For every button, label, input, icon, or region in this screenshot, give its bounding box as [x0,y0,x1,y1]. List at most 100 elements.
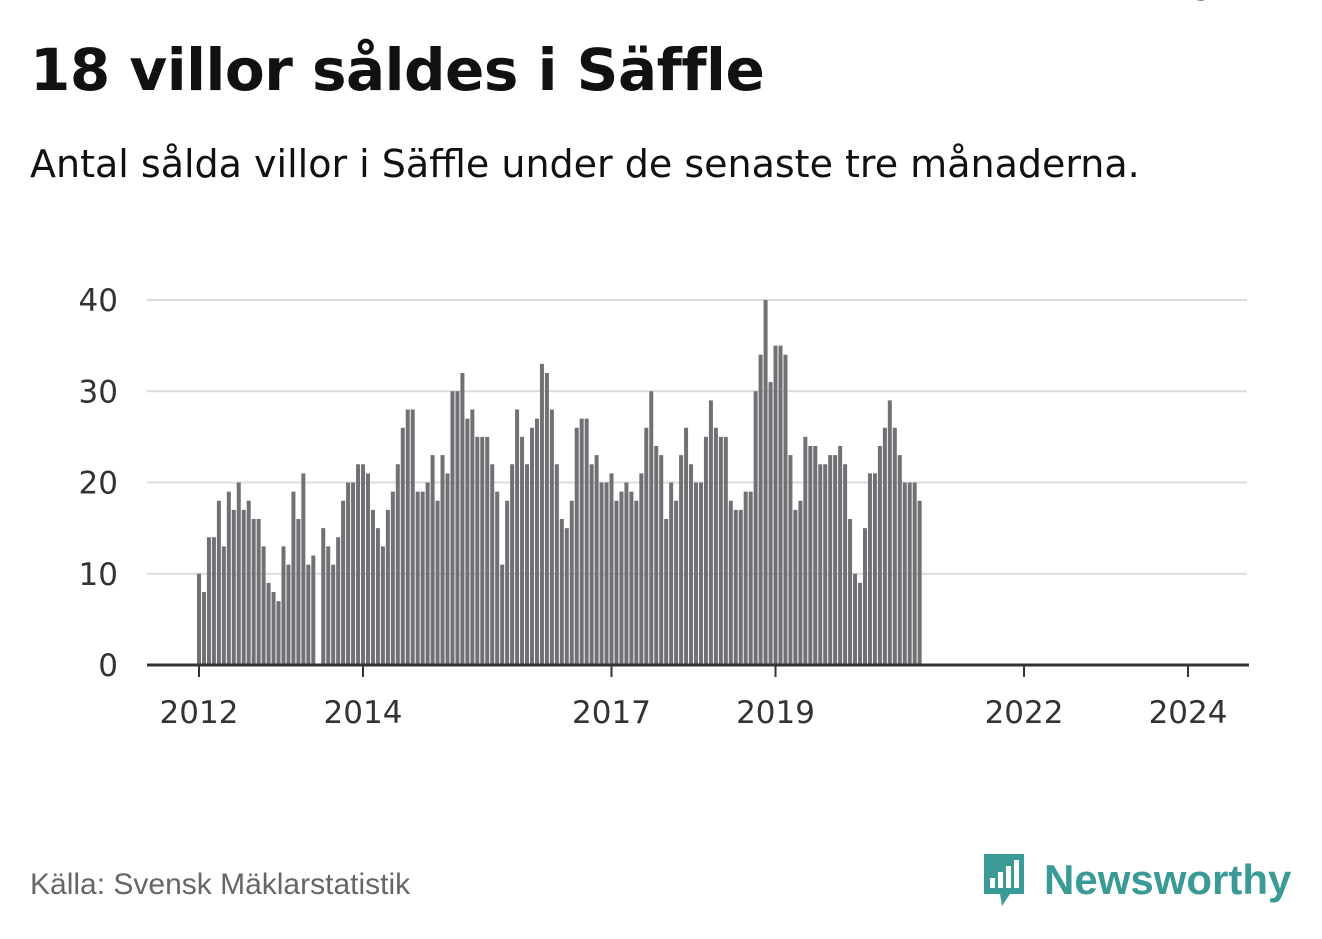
bar [679,455,684,666]
bar [664,519,669,665]
bar [331,564,336,666]
bar [897,455,902,666]
bar [828,455,833,666]
bar [336,537,341,665]
bar [425,482,430,665]
bar [604,482,609,665]
bar [420,491,425,666]
bar [520,436,525,666]
bar [574,427,579,665]
bar [684,427,689,665]
bar [723,436,728,666]
bar [743,491,748,666]
bar [634,500,639,665]
bar [554,464,559,665]
bar [301,473,306,666]
bar [370,509,375,666]
bar [698,482,703,665]
bar [713,427,718,665]
bar [534,418,539,666]
bar [773,345,778,666]
bar [405,409,410,665]
bar [753,391,758,665]
bar [400,427,405,665]
bar [783,354,788,665]
bar [669,482,674,665]
bar [480,436,485,666]
bar [803,436,808,666]
bar [853,573,858,665]
bar [450,391,455,665]
bar [326,546,331,666]
bar [455,391,460,665]
bar [256,519,261,665]
bar [763,300,768,665]
bar [778,345,783,666]
bar [694,482,698,665]
bar [276,601,281,666]
bar [584,418,589,666]
bar [882,427,887,665]
bar [892,427,897,665]
bar [197,573,201,665]
bar [808,446,813,665]
bar [619,491,624,666]
bar [321,528,326,666]
bar [843,464,848,665]
bar [579,418,584,666]
bar [475,436,480,666]
bar [708,400,713,666]
bar [221,546,226,666]
bar [286,564,291,666]
bar [629,491,634,666]
source-note: Källa: Svensk Mäklarstatistik [30,868,411,901]
bar [912,482,917,665]
bar [728,500,733,665]
bar [823,464,828,665]
x-tick-label: 2017 [572,695,651,731]
y-tick-label: 20 [79,466,118,502]
bar [539,363,544,666]
bar [465,418,470,666]
bar [490,464,495,665]
bar [599,482,604,665]
bar [415,491,420,666]
bar [609,473,614,666]
bar [505,500,510,665]
bar [818,464,823,665]
bar [564,528,569,666]
brand-logo[interactable]: Newsworthy [980,848,1291,912]
bar [271,592,276,665]
bar [201,592,206,665]
bar [703,436,708,666]
bar [639,473,644,666]
bar [902,482,907,665]
bar [624,482,629,665]
y-tick-label: 30 [79,374,118,410]
bar [375,528,380,666]
bar [858,582,863,666]
chart-title: 18 villor såldes i Säffle [30,36,765,104]
bar [351,482,356,665]
bar [246,500,251,665]
bar [768,382,773,666]
bar [241,509,246,666]
bar [460,373,465,665]
bar [833,455,838,666]
bar [559,519,564,665]
bar [798,500,803,665]
bar [296,519,301,665]
bar [361,464,366,665]
bar [529,427,534,665]
data-labels: 18 [1165,0,1214,12]
bar-chart-speech-icon [984,854,1024,906]
bar [838,446,843,665]
bar [251,519,256,665]
bar [356,464,361,665]
bar [266,582,271,666]
bar [440,455,445,666]
x-tick-label: 2024 [1149,695,1228,731]
bar [470,409,475,665]
x-tick-label: 2019 [736,695,815,731]
bar [231,509,236,666]
